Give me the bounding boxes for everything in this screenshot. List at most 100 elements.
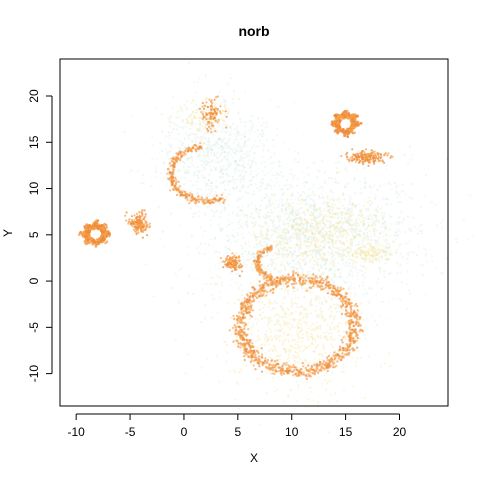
data-point [228, 134, 231, 137]
data-point [378, 256, 381, 259]
data-point [291, 206, 294, 209]
data-point [365, 209, 368, 212]
data-point [304, 231, 307, 234]
data-point [305, 198, 308, 201]
data-point [312, 213, 315, 216]
data-point [358, 269, 361, 272]
data-point [337, 237, 340, 240]
data-point [359, 328, 362, 331]
data-point [270, 162, 273, 165]
data-point [333, 281, 336, 284]
data-point [356, 222, 359, 225]
data-point [467, 238, 470, 241]
data-point [282, 230, 285, 233]
data-point [374, 213, 377, 216]
data-point [363, 272, 366, 275]
data-point [407, 215, 410, 218]
data-point [275, 320, 278, 323]
data-point [328, 220, 331, 223]
data-point [280, 209, 283, 212]
data-point [337, 252, 340, 256]
data-point [210, 147, 213, 150]
data-point [387, 249, 390, 252]
data-point [299, 229, 302, 232]
data-point [340, 232, 343, 235]
data-point [313, 204, 316, 207]
data-point [314, 208, 317, 211]
data-point [311, 212, 314, 215]
data-point [130, 215, 133, 218]
data-point [356, 248, 359, 251]
data-point [170, 131, 173, 134]
data-point [199, 187, 202, 191]
data-point [368, 217, 371, 221]
data-point [352, 228, 355, 231]
data-point [284, 350, 287, 353]
data-point [289, 334, 292, 337]
data-point [301, 272, 304, 275]
data-point [243, 174, 246, 177]
data-point [424, 253, 427, 256]
data-point [355, 227, 358, 230]
data-point [312, 183, 315, 186]
data-point [330, 343, 333, 346]
data-point [210, 169, 213, 173]
data-point [217, 118, 220, 122]
data-point [303, 181, 306, 184]
data-point [240, 137, 243, 140]
data-point [239, 117, 242, 121]
data-point [283, 227, 286, 230]
data-point [341, 308, 344, 311]
data-point [294, 263, 297, 266]
data-point [370, 224, 374, 227]
data-point [331, 239, 334, 242]
data-point [356, 243, 359, 246]
data-point [292, 356, 295, 359]
data-point [248, 167, 251, 170]
data-point [296, 244, 299, 247]
data-point [186, 202, 189, 205]
data-point [213, 237, 217, 240]
data-point [348, 212, 351, 215]
data-point [339, 255, 342, 258]
data-point [244, 243, 247, 246]
data-point [291, 265, 294, 268]
data-point [201, 193, 204, 196]
data-point [360, 215, 363, 218]
data-point [237, 298, 240, 301]
data-point [255, 207, 258, 211]
data-point [293, 249, 296, 252]
data-point [310, 230, 313, 233]
data-point [196, 278, 199, 281]
data-point [299, 233, 302, 236]
data-point [348, 324, 351, 327]
data-point [240, 248, 243, 251]
data-point [315, 276, 318, 279]
data-point [331, 244, 334, 247]
data-point [296, 268, 299, 271]
data-point [388, 273, 391, 276]
data-point [284, 267, 287, 270]
data-point [220, 230, 223, 233]
data-point [288, 250, 291, 254]
data-point [394, 234, 397, 237]
data-point [309, 236, 313, 239]
data-point [304, 314, 307, 317]
data-point [214, 236, 217, 239]
data-point [383, 276, 387, 279]
data-point [296, 197, 299, 200]
data-point [270, 261, 274, 264]
data-point [337, 268, 340, 271]
data-point [221, 175, 224, 178]
data-point [205, 114, 208, 117]
data-point [320, 233, 323, 236]
data-point [361, 214, 364, 218]
data-point [199, 117, 202, 120]
data-point [300, 275, 303, 279]
data-point [231, 252, 234, 255]
data-point [305, 324, 308, 327]
data-point [219, 257, 222, 260]
data-point [203, 132, 206, 136]
data-point [339, 230, 342, 233]
data-point [337, 198, 340, 201]
